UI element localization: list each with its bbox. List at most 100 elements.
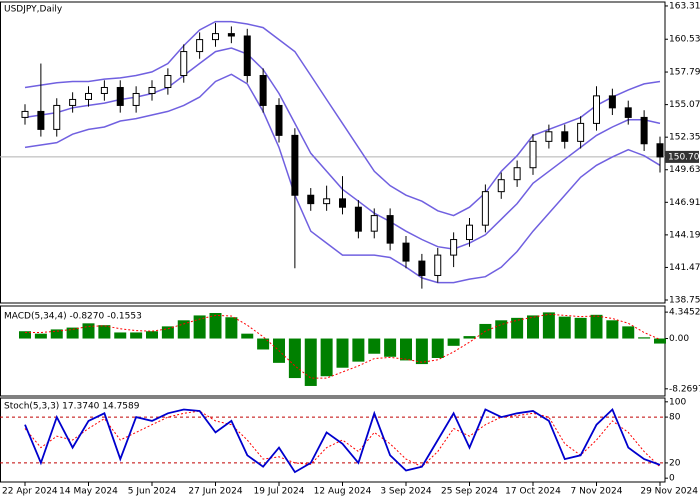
candle-body [386, 215, 394, 244]
x-tick-label: 5 Jun 2024 [128, 487, 177, 497]
candle-body [132, 92, 140, 106]
last-price-label: 150.702 [668, 152, 700, 162]
macd-bar [368, 338, 381, 354]
candle-body [354, 206, 362, 232]
candle-body [640, 116, 648, 145]
candle-body [243, 35, 251, 77]
macd-bar [161, 326, 174, 339]
candle-body [307, 194, 315, 205]
candle-body [624, 107, 632, 118]
y-tick-label: 80 [669, 413, 681, 423]
x-tick-label: 14 May 2024 [59, 487, 118, 497]
candle-body [196, 39, 204, 53]
x-tick-label: 17 Oct 2024 [505, 487, 561, 497]
candle-body [561, 131, 569, 142]
y-tick-label: 0 [669, 474, 675, 484]
y-tick-label: 100 [669, 397, 686, 407]
candle-body [418, 260, 426, 276]
y-tick-label: 155.070 [669, 100, 700, 110]
macd-bar [542, 312, 555, 339]
macd-bar [257, 338, 270, 350]
y-tick-label: 4.3452 [669, 308, 700, 318]
candle-body [212, 33, 219, 41]
y-tick-label: 146.910 [669, 198, 700, 208]
stoch-signal [24, 410, 661, 468]
y-tick-label: 144.190 [669, 230, 700, 240]
candle-body [100, 86, 108, 94]
panel-frame [0, 305, 666, 397]
macd-bar [654, 338, 666, 344]
candle-body [116, 86, 124, 106]
stoch-main [24, 407, 661, 474]
macd-bar [415, 338, 428, 365]
macd-bar [511, 317, 524, 339]
macd-bar [431, 338, 444, 358]
y-tick-label: 149.630 [669, 165, 700, 175]
bollinger-lower-band [24, 73, 661, 284]
macd-bar [304, 338, 317, 386]
candle-body [69, 98, 77, 106]
x-tick-label: 22 Apr 2024 [2, 487, 58, 497]
x-tick-label: 29 Nov 2024 [640, 487, 698, 497]
x-tick-label: 19 Jul 2024 [254, 487, 305, 497]
macd-bar [384, 338, 397, 357]
macd-bar [606, 320, 619, 339]
candle-body [259, 75, 267, 106]
macd-signal [25, 313, 661, 379]
y-tick-label: 163.310 [669, 1, 700, 11]
bollinger-upper-band [24, 20, 661, 217]
candle-body [402, 242, 410, 262]
candle-body [370, 215, 378, 232]
macd-bar [82, 323, 95, 339]
macd-bar [288, 338, 301, 379]
last-price-tag [665, 150, 699, 163]
candle-body [164, 75, 172, 88]
candle-body [339, 198, 346, 208]
y-tick-label: -8.2697 [669, 384, 700, 394]
macd-bar [193, 315, 206, 339]
candle-body [434, 254, 442, 276]
macd-bar [98, 325, 111, 339]
macd-bar [590, 314, 603, 339]
candle-body [481, 191, 489, 226]
x-tick-label: 12 Aug 2024 [314, 487, 372, 497]
macd-bar [114, 332, 127, 339]
macd-bar [146, 331, 158, 339]
macd-bar [209, 312, 222, 339]
x-tick-label: 3 Sep 2024 [380, 487, 432, 497]
candle-body [227, 33, 235, 37]
macd-bar [66, 327, 79, 339]
x-tick-label: 27 Jun 2024 [188, 487, 242, 497]
candle-body [53, 104, 61, 130]
macd-bar [447, 338, 460, 346]
y-tick-label: 141.470 [669, 263, 700, 273]
x-tick-label: 7 Nov 2024 [571, 487, 623, 497]
stoch-title: Stoch(5,3,3) 17.3740 14.7589 [4, 402, 140, 412]
candle-body [608, 95, 616, 109]
y-tick-label: 138.750 [669, 296, 700, 306]
y-tick-label: 157.790 [669, 68, 700, 78]
macd-bar [320, 338, 333, 377]
macd-bar [19, 331, 31, 339]
candle-body [291, 134, 299, 196]
macd-bar [527, 315, 539, 339]
macd-bar [558, 316, 571, 339]
macd-bar [622, 326, 635, 339]
macd-bar [241, 333, 254, 339]
candle-body [21, 110, 29, 118]
candle-body [148, 86, 156, 94]
candle-body [466, 224, 473, 241]
panel-frame [0, 397, 666, 483]
candle-body [497, 179, 505, 193]
macd-bar [336, 338, 349, 368]
symbol-title: USDJPY,Daily [4, 5, 63, 15]
y-tick-label: 20 [669, 458, 681, 468]
candle-body [513, 167, 521, 181]
candle-body [37, 110, 45, 130]
macd-bar [463, 336, 476, 339]
macd-bar [50, 329, 63, 339]
y-tick-label: 160.530 [669, 35, 700, 45]
candle-body [545, 131, 553, 142]
